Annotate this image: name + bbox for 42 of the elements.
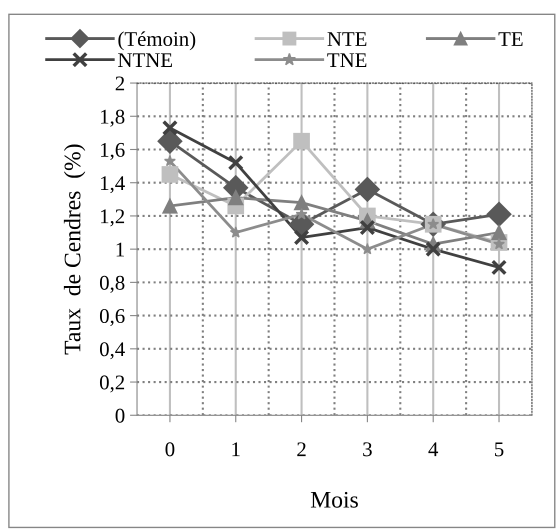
- y-tick-label: 0,8: [100, 276, 124, 293]
- point: [228, 154, 244, 171]
- x-tick-label: 2: [297, 442, 306, 456]
- point: [162, 120, 178, 136]
- point: [293, 132, 310, 150]
- x-tick-label: 0: [166, 442, 174, 456]
- point: [425, 241, 442, 258]
- point: [228, 190, 244, 206]
- point: [162, 198, 178, 214]
- x-axis-title: Mois: [310, 492, 358, 508]
- y-tick-label: 0,4: [100, 342, 125, 360]
- y-tick-label: 1,4: [101, 176, 125, 194]
- point: [162, 166, 178, 183]
- y-axis-title: Taux de Cendres (%): [64, 144, 86, 354]
- y-tick-label: 2: [116, 76, 124, 90]
- x-tick-label: 5: [495, 442, 504, 456]
- point: [361, 242, 374, 254]
- legend-label: (Témoin): [118, 31, 196, 50]
- y-tick-label: 0: [116, 408, 124, 423]
- point: [294, 230, 310, 246]
- point: [359, 220, 376, 236]
- point: [294, 195, 310, 210]
- y-tick-label: 1,2: [101, 209, 124, 226]
- y-tick-label: 1,6: [101, 142, 125, 160]
- y-tick-label: 0,6: [100, 308, 125, 326]
- point: [164, 154, 176, 166]
- point: [354, 176, 380, 202]
- y-tick-label: 0,2: [100, 375, 124, 392]
- x-tick-label: 1: [232, 442, 240, 456]
- point: [157, 128, 182, 154]
- point: [491, 259, 508, 276]
- legend-label: NTNE: [118, 53, 172, 67]
- point: [296, 208, 308, 220]
- point: [491, 224, 507, 240]
- y-tick-label: 1,8: [101, 110, 124, 127]
- x-tick-label: 4: [428, 442, 438, 456]
- point: [486, 202, 512, 227]
- y-tick-label: 1: [116, 242, 124, 256]
- legend-label: TNE: [327, 53, 366, 67]
- legend-label: NTE: [327, 32, 366, 46]
- legend-label: TE: [498, 32, 523, 46]
- x-tick-label: 3: [363, 442, 372, 456]
